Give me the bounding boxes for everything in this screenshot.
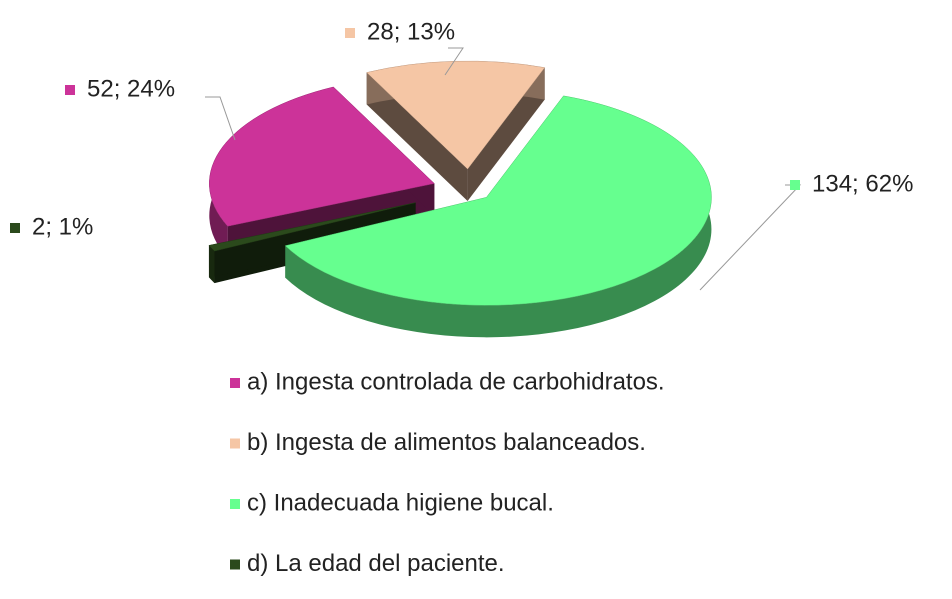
pie-slice	[209, 86, 435, 227]
pie-side-face	[366, 72, 468, 202]
legend-marker	[230, 559, 240, 570]
leader-line	[699, 184, 802, 291]
legend-label: b) Ingesta de alimentos balanceados.	[247, 429, 646, 456]
legend-marker	[230, 499, 240, 509]
legend-label: c) Inadecuada higiene bucal.	[247, 489, 554, 516]
label-marker	[790, 180, 800, 190]
pie-side-face	[467, 67, 545, 202]
legend-label: d) La edad del paciente.	[247, 550, 505, 577]
legend-marker	[230, 378, 240, 388]
leader-line	[205, 96, 236, 141]
pie-tops	[208, 60, 712, 306]
legend-label: a) Ingesta controlada de carbohidratos.	[247, 368, 665, 395]
pie-slice	[208, 202, 416, 252]
data-label: 2; 1%	[32, 213, 93, 240]
data-label: 134; 62%	[812, 170, 913, 197]
label-marker	[65, 85, 75, 95]
data-label: 52; 24%	[87, 75, 175, 102]
legend: a) Ingesta controlada de carbohidratos. b…	[230, 368, 665, 577]
data-label: 28; 13%	[367, 18, 455, 45]
pie-outer-wall	[208, 245, 215, 284]
label-marker	[10, 223, 20, 233]
label-marker	[345, 28, 355, 38]
legend-marker	[230, 438, 240, 449]
pie-slice	[284, 95, 712, 306]
data-labels: 52; 24% 28; 13% 134; 62% 2; 1%	[10, 18, 913, 291]
leader-line	[444, 47, 464, 76]
